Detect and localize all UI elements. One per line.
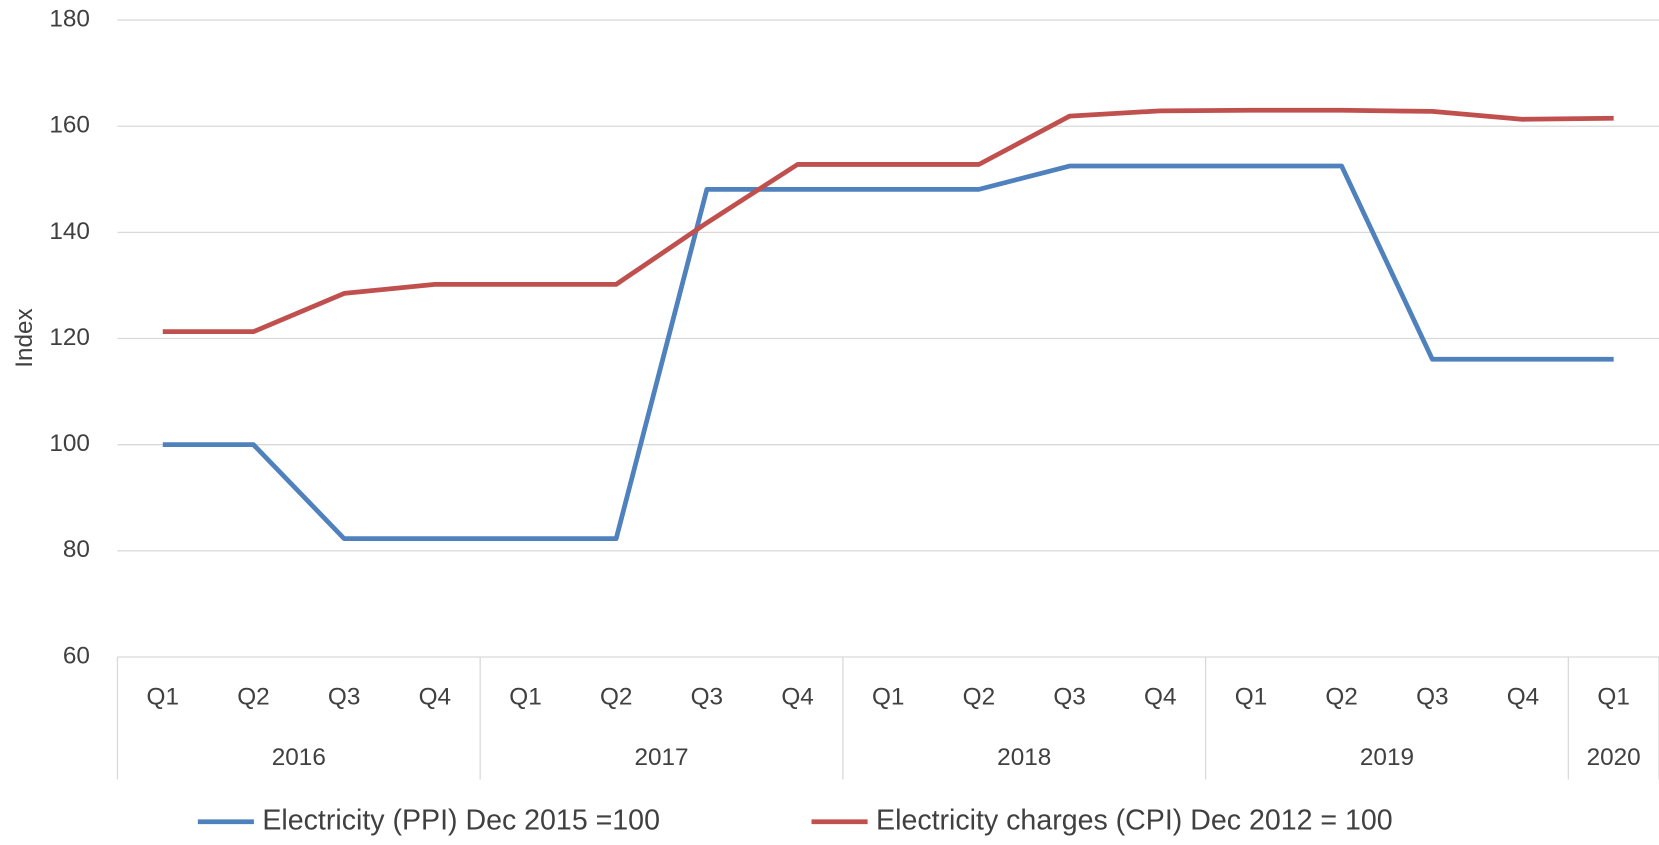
x-tick-label: Q1 bbox=[872, 684, 904, 711]
x-tick-label: Q2 bbox=[1325, 684, 1357, 711]
year-label: 2017 bbox=[634, 744, 688, 771]
x-tick-label: Q3 bbox=[1416, 684, 1448, 711]
y-tick-label: 80 bbox=[63, 536, 90, 563]
x-tick-label: Q1 bbox=[509, 684, 541, 711]
year-label: 2019 bbox=[1360, 744, 1414, 771]
x-tick-label: Q3 bbox=[691, 684, 723, 711]
y-tick-label: 160 bbox=[49, 112, 90, 139]
x-tick-label: Q4 bbox=[419, 684, 451, 711]
y-tick-label: 60 bbox=[63, 642, 90, 669]
series-line bbox=[162, 163, 1614, 542]
y-axis-label: Index bbox=[11, 308, 38, 367]
year-label: 2018 bbox=[997, 744, 1051, 771]
legend-label: Electricity (PPI) Dec 2015 =100 bbox=[262, 804, 660, 836]
x-tick-label: Q1 bbox=[1235, 684, 1267, 711]
y-tick-label: 120 bbox=[49, 324, 90, 351]
x-tick-label: Q1 bbox=[1597, 684, 1629, 711]
y-tick-label: 100 bbox=[49, 430, 90, 457]
y-tick-label: 180 bbox=[49, 6, 90, 33]
x-tick-label: Q2 bbox=[600, 684, 632, 711]
series-line bbox=[162, 107, 1614, 335]
legend-label: Electricity charges (CPI) Dec 2012 = 100 bbox=[876, 804, 1393, 836]
x-tick-label: Q3 bbox=[328, 684, 360, 711]
year-label: 2020 bbox=[1587, 744, 1641, 771]
x-tick-label: Q4 bbox=[781, 684, 813, 711]
x-tick-label: Q4 bbox=[1507, 684, 1539, 711]
x-tick-label: Q2 bbox=[237, 684, 269, 711]
x-tick-label: Q4 bbox=[1144, 684, 1176, 711]
x-tick-label: Q1 bbox=[147, 684, 179, 711]
y-tick-label: 140 bbox=[49, 218, 90, 245]
x-tick-label: Q2 bbox=[963, 684, 995, 711]
x-tick-label: Q3 bbox=[1053, 684, 1085, 711]
year-label: 2016 bbox=[272, 744, 326, 771]
